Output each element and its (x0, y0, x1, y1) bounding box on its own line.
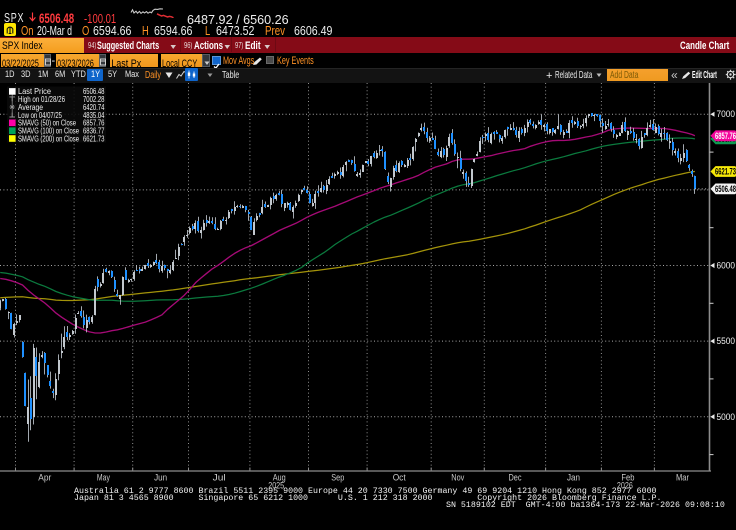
svg-text:6506.48: 6506.48 (83, 86, 105, 96)
svg-text:6506.48: 6506.48 (715, 184, 736, 194)
svg-text:5000: 5000 (717, 412, 736, 422)
svg-text:Apr: Apr (38, 473, 51, 483)
svg-text:6621.73: 6621.73 (715, 167, 736, 177)
svg-text:Low on 04/07/25: Low on 04/07/25 (18, 110, 62, 120)
svg-text:Jul: Jul (213, 473, 226, 483)
svg-text:7000: 7000 (717, 109, 736, 119)
svg-text:4835.04: 4835.04 (83, 110, 105, 120)
svg-text:Feb: Feb (621, 473, 634, 483)
svg-text:May: May (97, 473, 110, 483)
svg-text:2025: 2025 (268, 481, 284, 491)
svg-text:SMAVG (100) on Close: SMAVG (100) on Close (18, 126, 79, 136)
svg-text:6621.73: 6621.73 (83, 133, 105, 143)
svg-text:Last Price: Last Price (18, 86, 51, 96)
svg-text:Jan: Jan (567, 473, 580, 483)
svg-text:Average: Average (18, 102, 43, 112)
svg-text:6420.74: 6420.74 (83, 102, 105, 112)
svg-text:7002.28: 7002.28 (83, 94, 105, 104)
svg-text:Sep: Sep (331, 473, 344, 483)
svg-text:SMAVG (200) on Close: SMAVG (200) on Close (18, 133, 79, 143)
svg-text:6857.76: 6857.76 (715, 131, 736, 141)
svg-text:Nov: Nov (451, 473, 464, 483)
svg-text:Jun: Jun (154, 473, 167, 483)
svg-text:High on 01/28/26: High on 01/28/26 (18, 94, 65, 104)
svg-text:5500: 5500 (717, 336, 736, 346)
svg-text:6000: 6000 (717, 261, 736, 271)
svg-text:6857.76: 6857.76 (83, 118, 105, 128)
svg-text:SMAVG (50) on Close: SMAVG (50) on Close (18, 118, 76, 128)
svg-text:Oct: Oct (393, 473, 406, 483)
svg-text:Dec: Dec (509, 473, 522, 483)
svg-text:Mar: Mar (676, 473, 689, 483)
svg-text:Aug: Aug (273, 473, 286, 483)
svg-text:2026: 2026 (617, 481, 633, 491)
svg-text:6836.77: 6836.77 (83, 126, 105, 136)
